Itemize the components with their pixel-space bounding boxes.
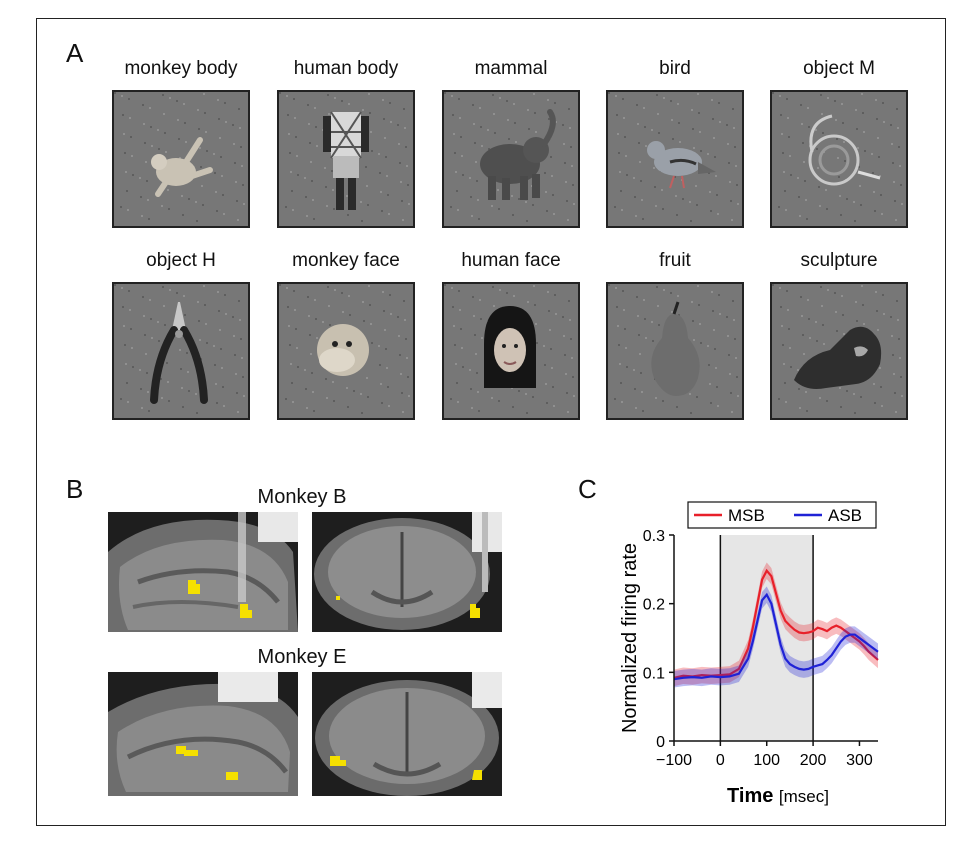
- legend-label-asb: ASB: [828, 506, 862, 525]
- human-body-icon: [277, 90, 415, 228]
- mri-monkey-e-sagittal: [108, 672, 298, 796]
- stimulus-item: bird: [606, 58, 744, 228]
- panel-a-label: A: [66, 38, 84, 68]
- activation-spot: [226, 772, 238, 780]
- x-tick-label: 200: [800, 752, 827, 769]
- stimulus-label: object M: [803, 58, 875, 79]
- panel-c-label: C: [578, 474, 597, 504]
- stimulus-label: human face: [461, 250, 561, 271]
- stimulus-item: mammal: [442, 58, 580, 228]
- stimulus-item: monkey body: [112, 58, 250, 228]
- y-axis-label: Normalized firing rate: [619, 543, 641, 733]
- pear-icon: [606, 282, 744, 420]
- y-tick-label: 0.1: [643, 665, 665, 682]
- stimulus-item: human body: [277, 58, 415, 228]
- activation-spot: [176, 746, 198, 756]
- x-tick-label: 300: [846, 752, 873, 769]
- series-band-msb: [674, 562, 878, 687]
- stimulus-label: bird: [659, 58, 691, 79]
- stimulus-label: monkey body: [124, 58, 238, 79]
- stimulus-label: sculpture: [800, 250, 878, 271]
- french-horn-icon: [770, 90, 908, 228]
- series-line-msb: [673, 568, 879, 679]
- pigeon-icon: [606, 90, 744, 228]
- x-tick-label: 0: [716, 752, 725, 769]
- stimulus-item: object H: [112, 250, 250, 420]
- activation-spot: [472, 770, 482, 780]
- x-tick-label: 100: [753, 752, 780, 769]
- human-face-icon: [442, 282, 580, 420]
- sculpture-icon: [770, 282, 908, 420]
- mri-monkey-b-sagittal: [108, 512, 298, 632]
- stimulus-label: mammal: [474, 58, 548, 79]
- elephant-icon: [442, 90, 580, 228]
- series-band-asb: [674, 586, 878, 688]
- stimulus-item: human face: [442, 250, 580, 420]
- stimulus-label: fruit: [659, 250, 691, 271]
- x-axis-label: Time [msec]: [727, 785, 829, 807]
- activation-spot: [330, 756, 346, 766]
- x-tick-label: −100: [656, 752, 692, 769]
- activation-spot: [188, 580, 200, 594]
- mri-monkey-b-coronal: [312, 512, 502, 632]
- monkey-face-icon: [277, 282, 415, 420]
- activation-spot: [336, 596, 340, 600]
- y-tick-label: 0: [656, 734, 665, 751]
- stimulus-label: monkey face: [292, 250, 400, 271]
- pliers-icon: [112, 282, 250, 420]
- y-tick-label: 0.3: [643, 528, 665, 545]
- monkey-body-icon: [112, 90, 250, 228]
- stimulus-item: fruit: [606, 250, 744, 420]
- monkey-e-title: Monkey E: [257, 646, 347, 668]
- legend-label-msb: MSB: [728, 506, 765, 525]
- panel-b-label: B: [66, 474, 84, 504]
- monkey-b-title: Monkey B: [257, 486, 347, 508]
- figure-frame: [36, 18, 946, 826]
- y-tick-label: 0.2: [643, 597, 665, 614]
- series-line-asb: [673, 592, 879, 681]
- mri-monkey-e-coronal: [312, 672, 502, 796]
- stimulus-item: monkey face: [277, 250, 415, 420]
- stimulus-label: object H: [146, 250, 216, 271]
- stimulus-item: sculpture: [770, 250, 908, 420]
- stimulus-item: object M: [770, 58, 908, 228]
- stimulus-label: human body: [293, 58, 399, 79]
- activation-spot: [240, 604, 252, 618]
- activation-spot: [470, 604, 480, 618]
